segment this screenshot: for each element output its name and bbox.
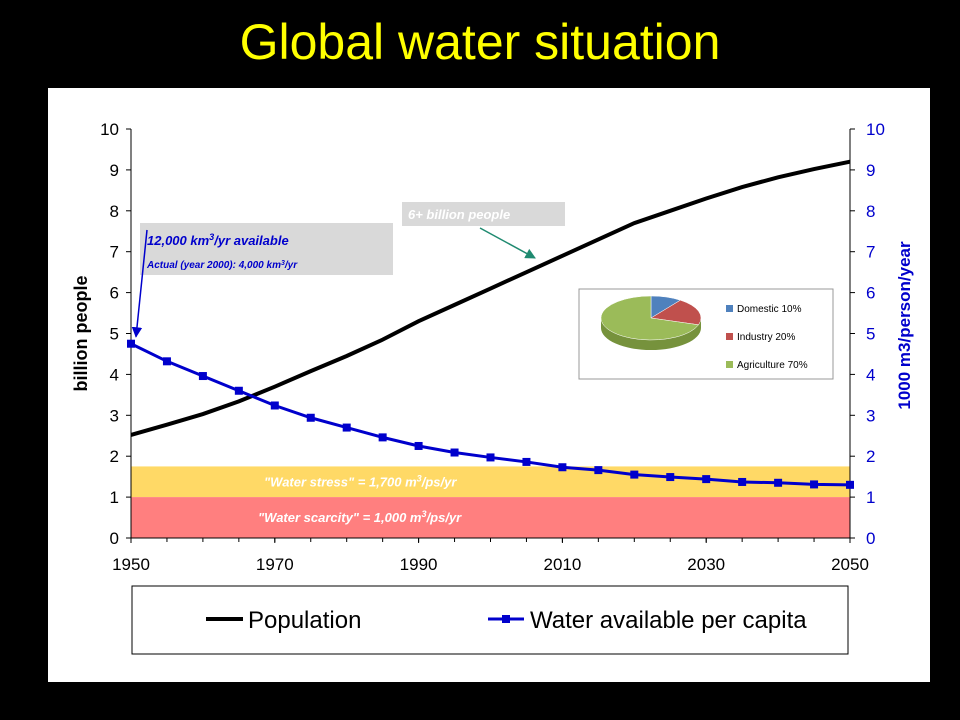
y-right-tick-label: 3 xyxy=(866,406,875,425)
population-callout-arrow xyxy=(479,227,536,259)
y-left-tick-label: 5 xyxy=(110,325,119,344)
water-per-capita-point xyxy=(630,470,639,479)
pie-legend-swatch xyxy=(726,333,733,340)
water-per-capita-point xyxy=(450,448,459,457)
pie-legend-label: Industry 20% xyxy=(737,332,795,343)
water-stress-label: "Water stress" = 1,700 m3/ps/yr xyxy=(264,473,457,489)
chart-panel: "Water stress" = 1,700 m3/ps/yr "Water sc… xyxy=(48,88,930,682)
legend-population-label: Population xyxy=(248,607,361,634)
axes-layer: 0 1 2 3 4 5 6 7 8 9 10 0 1 2 3 4 5 6 7 8 9 10 1950 1970 1990 2010… xyxy=(71,120,914,574)
y-left-tick-label: 7 xyxy=(110,243,119,262)
y-right-tick-label: 0 xyxy=(866,529,875,548)
available-water-arrow xyxy=(131,229,148,338)
water-per-capita-point xyxy=(414,441,423,450)
y-left-tick-label: 0 xyxy=(110,529,119,548)
water-per-capita-point xyxy=(127,339,135,348)
y-right-tick-label: 2 xyxy=(866,447,875,466)
water-per-capita-point xyxy=(666,473,675,482)
water-scarcity-band xyxy=(131,497,850,538)
water-per-capita-point xyxy=(738,477,747,486)
series-layer xyxy=(127,159,854,489)
y-left-tick-label: 10 xyxy=(100,120,119,139)
annotations-layer: 12,000 km3/yr available Actual (year 2000… xyxy=(131,202,565,338)
y-left-tick-label: 1 xyxy=(110,488,119,507)
y-right-tick-label: 10 xyxy=(866,120,885,139)
water-per-capita-point xyxy=(810,480,819,489)
water-per-capita-point xyxy=(846,480,854,489)
y-axis-right-label: 1000 m3/person/year xyxy=(895,241,914,410)
water-per-capita-point xyxy=(594,466,603,475)
y-right-tick-label: 4 xyxy=(866,365,875,384)
population-callout-label: 6+ billion people xyxy=(408,207,510,222)
water-per-capita-point xyxy=(234,386,243,395)
y-left-tick-label: 3 xyxy=(110,406,119,425)
y-right-tick-label: 9 xyxy=(866,161,875,180)
x-tick-label: 2030 xyxy=(687,555,725,574)
pie-slice xyxy=(650,299,702,326)
actual-water-label: Actual (year 2000): 4,000 km3/yr xyxy=(146,260,298,272)
bands-layer: "Water stress" = 1,700 m3/ps/yr "Water sc… xyxy=(131,466,850,538)
x-tick-label: 1970 xyxy=(256,555,294,574)
y-right-tick-label: 6 xyxy=(866,284,875,303)
y-left-tick-label: 2 xyxy=(110,447,119,466)
x-tick-label: 2010 xyxy=(543,555,581,574)
water-per-capita-point xyxy=(198,372,207,381)
population-callout-box xyxy=(402,202,565,226)
water-scarcity-label: "Water scarcity" = 1,000 m3/ps/yr xyxy=(258,509,462,525)
y-right-tick-label: 7 xyxy=(866,243,875,262)
chart-svg: "Water stress" = 1,700 m3/ps/yr "Water sc… xyxy=(71,120,914,655)
y-left-tick-label: 4 xyxy=(110,365,119,384)
water-per-capita-point xyxy=(702,475,711,484)
legend: Population Water available per capita xyxy=(131,585,849,655)
y-right-tick-label: 8 xyxy=(866,202,875,221)
slide-title: Global water situation xyxy=(239,14,721,70)
pie-legend-swatch xyxy=(726,305,733,312)
y-left-tick-label: 6 xyxy=(110,284,119,303)
y-right-tick-label: 1 xyxy=(866,488,875,507)
x-tick-label: 2050 xyxy=(831,555,869,574)
available-water-box xyxy=(140,223,393,275)
legend-water-marker xyxy=(502,615,510,623)
pie-legend-label: Domestic 10% xyxy=(737,304,802,315)
x-tick-label: 1990 xyxy=(400,555,438,574)
water-per-capita-point xyxy=(486,453,495,462)
water-per-capita-point xyxy=(306,413,315,422)
available-water-label: 12,000 km3/yr available xyxy=(147,232,289,248)
x-tick-label: 1950 xyxy=(112,555,150,574)
water-per-capita-point xyxy=(558,463,567,472)
legend-water-label: Water available per capita xyxy=(530,607,807,634)
pie-legend-swatch xyxy=(726,361,733,368)
water-per-capita-point xyxy=(378,433,387,442)
water-per-capita-point xyxy=(522,457,531,466)
y-left-tick-label: 9 xyxy=(110,161,119,180)
y-left-tick-label: 8 xyxy=(110,202,119,221)
y-axis-left-label: billion people xyxy=(71,276,91,392)
pie-legend-label: Agriculture 70% xyxy=(737,360,808,371)
y-right-tick-label: 5 xyxy=(866,325,875,344)
water-per-capita-point xyxy=(774,478,783,487)
water-per-capita-point xyxy=(270,401,279,410)
legend-frame xyxy=(131,585,849,655)
pie-side xyxy=(601,318,701,350)
water-per-capita-point xyxy=(342,423,351,432)
pie-inset: Domestic 10% Industry 20% Agriculture 70% xyxy=(578,288,834,380)
water-per-capita-point xyxy=(162,357,171,366)
pie-slice xyxy=(600,295,700,341)
